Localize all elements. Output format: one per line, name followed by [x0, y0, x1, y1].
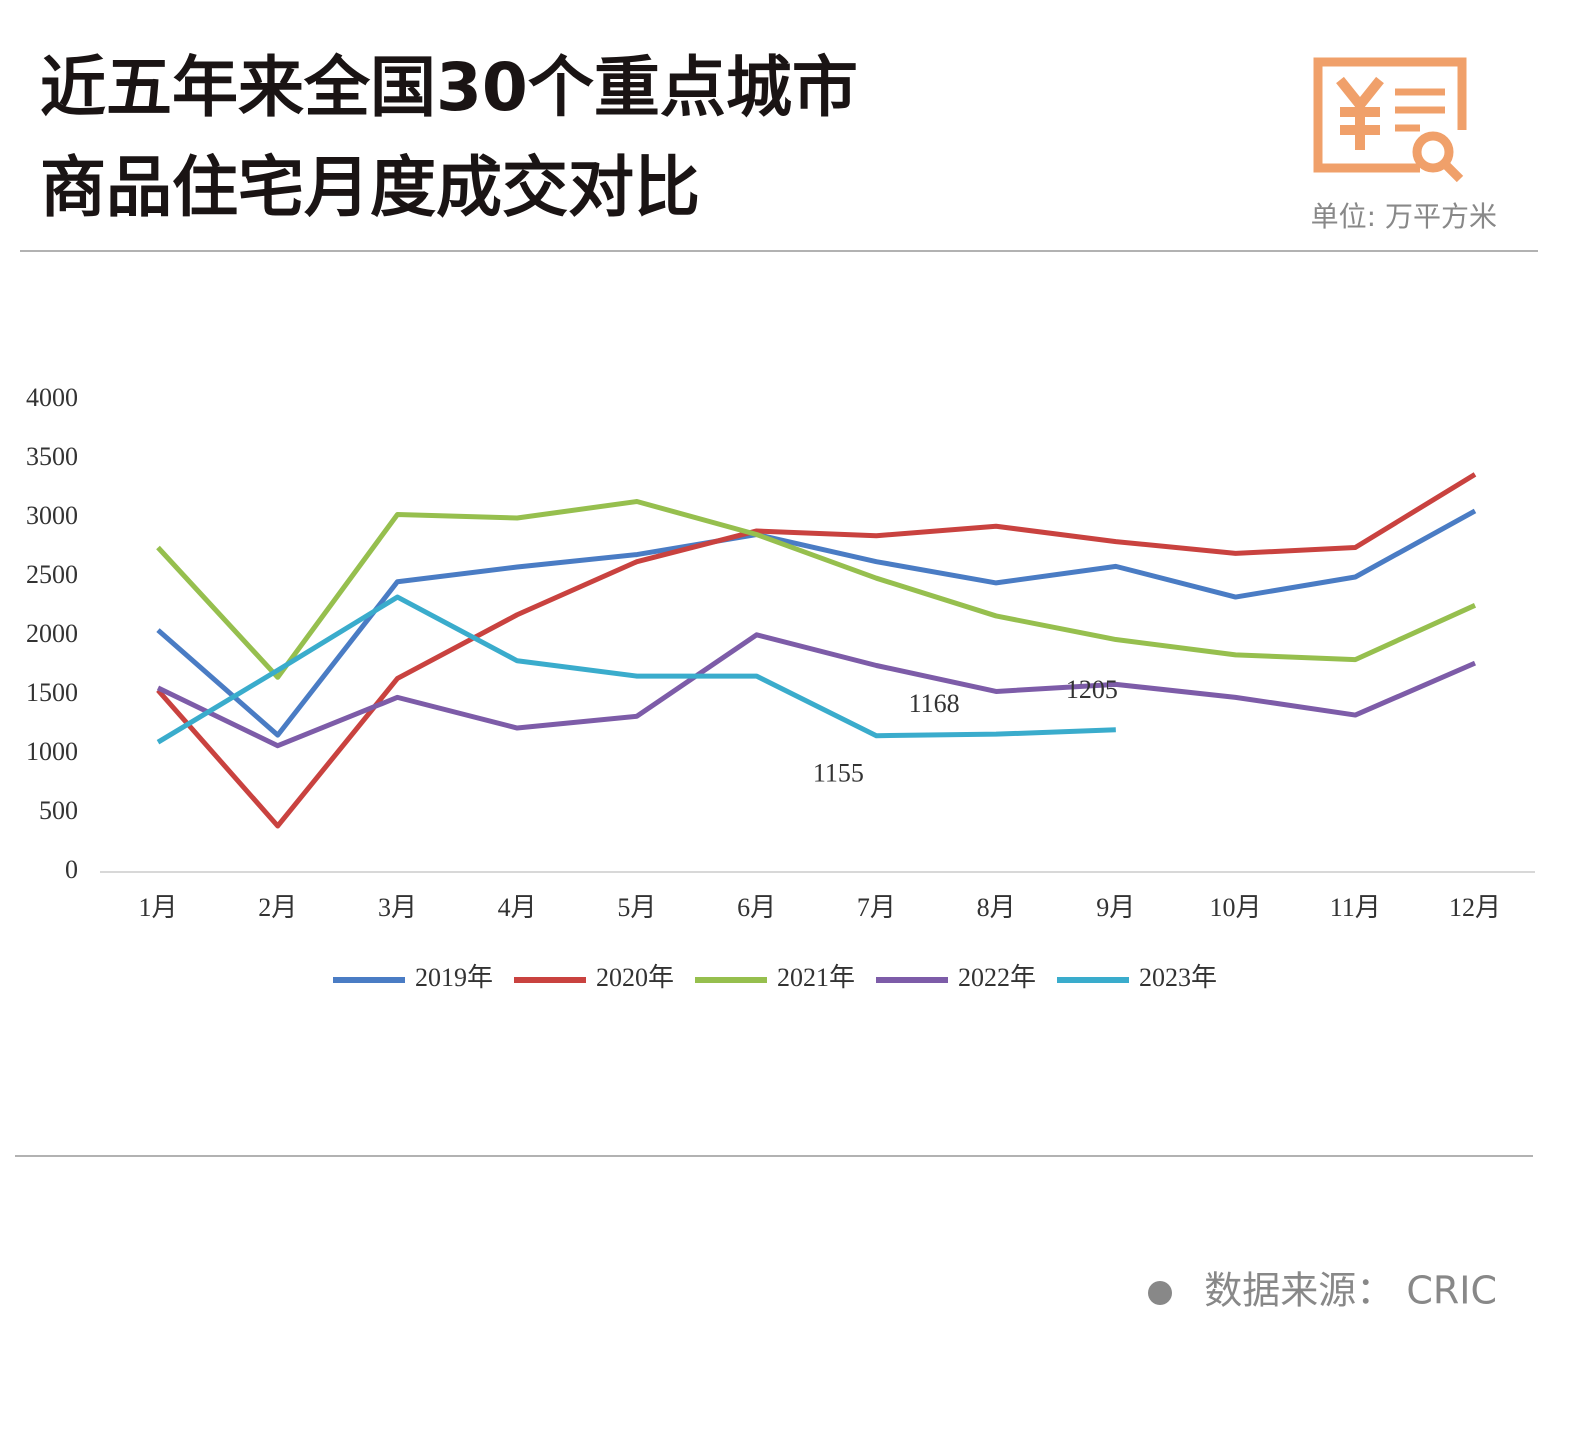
x-tick-label: 8月 [977, 893, 1016, 922]
line-series [156, 632, 1476, 749]
line-series [156, 498, 1477, 680]
x-tick-label: 12月 [1449, 893, 1501, 922]
legend-label: 2019年 [415, 963, 493, 992]
legend-label: 2021年 [777, 963, 855, 992]
data-label: 1168 [909, 689, 960, 718]
y-tick-label: 0 [65, 855, 78, 884]
chart-title: 商品住宅月度成交对比 [40, 149, 700, 226]
y-tick-label: 500 [39, 796, 78, 825]
y-tick-label: 4000 [26, 383, 78, 412]
x-tick-label: 3月 [378, 893, 417, 922]
x-tick-label: 11月 [1330, 893, 1381, 922]
x-tick-label: 6月 [737, 893, 776, 922]
x-tick-label: 10月 [1210, 893, 1262, 922]
x-tick-label: 5月 [617, 893, 656, 922]
y-tick-label: 1000 [26, 737, 78, 766]
unit-label: 单位: 万平方米 [1311, 200, 1497, 233]
y-tick-label: 2000 [26, 619, 78, 648]
bullet [1148, 1281, 1172, 1305]
y-tick-label: 2500 [26, 560, 78, 589]
x-tick-label: 4月 [498, 893, 537, 922]
data-label: 1205 [1066, 675, 1118, 704]
legend-label: 2023年 [1139, 963, 1217, 992]
chart-title: 近五年来全国30个重点城市 [40, 49, 858, 126]
icon [1313, 57, 1467, 183]
x-tick-label: 7月 [857, 893, 896, 922]
source: 数据来源： CRIC [1204, 1269, 1497, 1313]
y-tick-label: 3000 [26, 501, 78, 530]
line-series [156, 594, 1116, 745]
legend-label: 2020年 [596, 963, 674, 992]
data-label: 1155 [813, 759, 864, 788]
legend-label: 2022年 [958, 963, 1036, 992]
x-tick-label: 9月 [1096, 893, 1135, 922]
x-tick-label: 1月 [138, 893, 177, 922]
y-tick-label: 1500 [26, 678, 78, 707]
y-tick-label: 3500 [26, 442, 78, 471]
x-tick-label: 2月 [258, 893, 297, 922]
